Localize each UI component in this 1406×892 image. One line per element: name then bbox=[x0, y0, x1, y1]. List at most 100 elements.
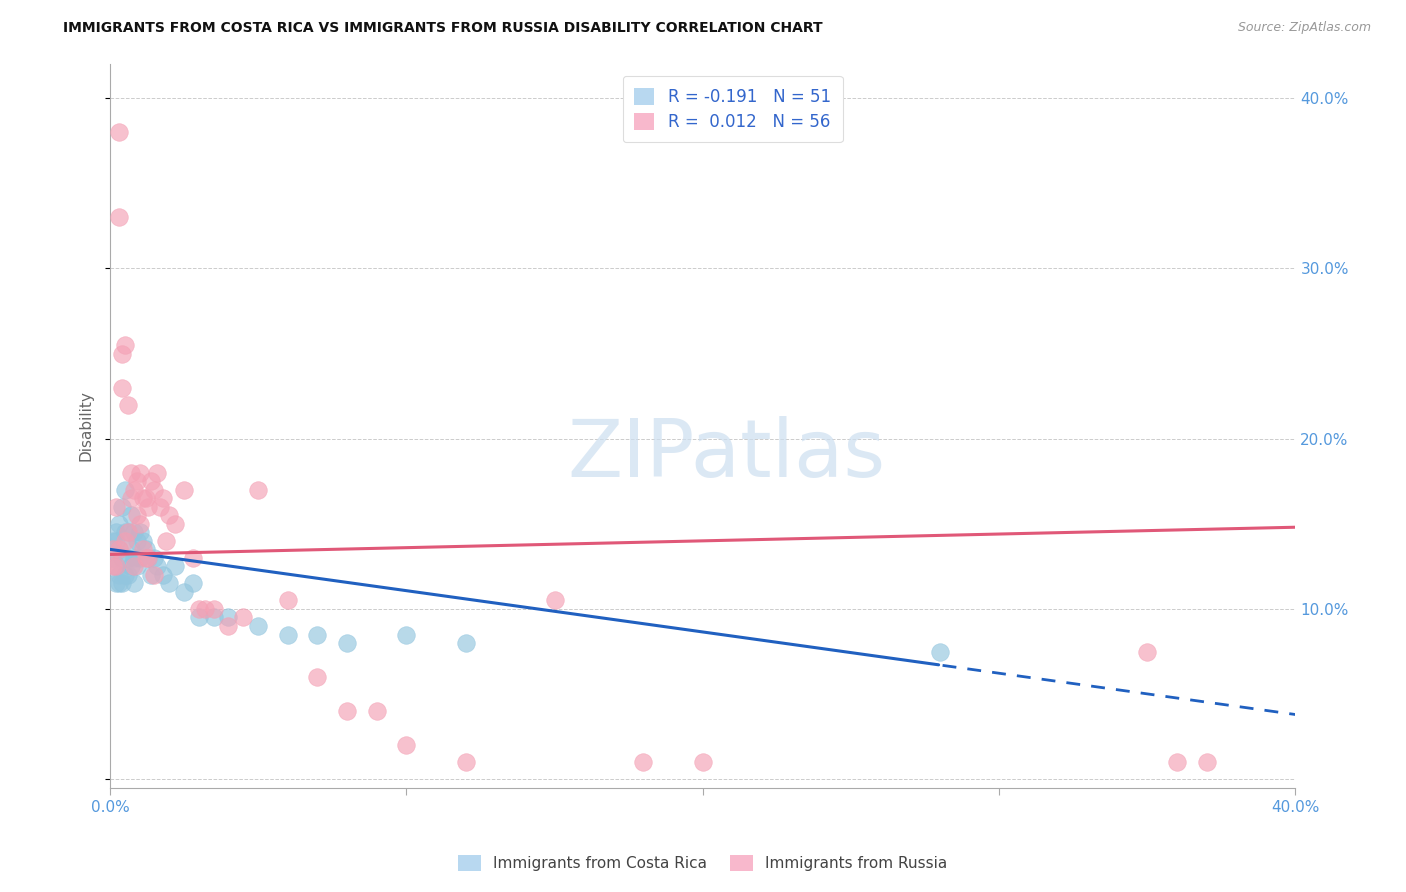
Point bbox=[122, 550, 145, 565]
Point bbox=[202, 610, 225, 624]
Point bbox=[104, 576, 127, 591]
Point bbox=[692, 755, 714, 769]
Point bbox=[307, 627, 329, 641]
Point bbox=[114, 568, 136, 582]
Point bbox=[128, 466, 150, 480]
Point bbox=[128, 550, 150, 565]
Point bbox=[165, 559, 187, 574]
Point bbox=[202, 602, 225, 616]
Point bbox=[165, 516, 187, 531]
Legend: R = -0.191   N = 51, R =  0.012   N = 56: R = -0.191 N = 51, R = 0.012 N = 56 bbox=[623, 76, 842, 143]
Point bbox=[125, 508, 148, 523]
Point bbox=[152, 491, 174, 506]
Point bbox=[122, 483, 145, 497]
Point bbox=[117, 398, 139, 412]
Point bbox=[131, 491, 153, 506]
Point bbox=[101, 550, 124, 565]
Point bbox=[108, 211, 131, 225]
Point bbox=[454, 636, 477, 650]
Point bbox=[125, 533, 148, 548]
Point bbox=[117, 525, 139, 540]
Point bbox=[336, 704, 359, 718]
Point bbox=[117, 568, 139, 582]
Point bbox=[101, 533, 124, 548]
Point bbox=[125, 475, 148, 489]
Text: IMMIGRANTS FROM COSTA RICA VS IMMIGRANTS FROM RUSSIA DISABILITY CORRELATION CHAR: IMMIGRANTS FROM COSTA RICA VS IMMIGRANTS… bbox=[63, 21, 823, 36]
Point bbox=[111, 346, 134, 360]
Point bbox=[122, 576, 145, 591]
Point bbox=[247, 483, 270, 497]
Point bbox=[395, 627, 418, 641]
Point bbox=[149, 500, 172, 514]
Point bbox=[543, 593, 565, 607]
Point bbox=[336, 636, 359, 650]
Point bbox=[633, 755, 655, 769]
Point bbox=[157, 576, 180, 591]
Point bbox=[117, 525, 139, 540]
Point bbox=[111, 576, 134, 591]
Point bbox=[173, 483, 195, 497]
Point bbox=[232, 610, 254, 624]
Point bbox=[114, 533, 136, 548]
Point bbox=[104, 559, 127, 574]
Point bbox=[157, 508, 180, 523]
Point bbox=[146, 466, 169, 480]
Point bbox=[181, 576, 204, 591]
Point bbox=[101, 542, 124, 557]
Point bbox=[108, 125, 131, 139]
Point bbox=[122, 525, 145, 540]
Point bbox=[128, 525, 150, 540]
Text: Source: ZipAtlas.com: Source: ZipAtlas.com bbox=[1237, 21, 1371, 35]
Point bbox=[125, 559, 148, 574]
Point bbox=[307, 670, 329, 684]
Point bbox=[108, 576, 131, 591]
Point bbox=[111, 381, 134, 395]
Point bbox=[114, 483, 136, 497]
Point bbox=[120, 559, 142, 574]
Point bbox=[114, 338, 136, 352]
Point bbox=[194, 602, 217, 616]
Point bbox=[187, 602, 209, 616]
Point bbox=[131, 542, 153, 557]
Point bbox=[104, 533, 127, 548]
Point bbox=[122, 559, 145, 574]
Point bbox=[152, 568, 174, 582]
Point bbox=[101, 542, 124, 557]
Point bbox=[187, 610, 209, 624]
Point bbox=[114, 525, 136, 540]
Point bbox=[104, 559, 127, 574]
Point bbox=[143, 568, 166, 582]
Point bbox=[146, 559, 169, 574]
Point bbox=[141, 475, 163, 489]
Point bbox=[218, 619, 240, 633]
Point bbox=[104, 525, 127, 540]
Point bbox=[395, 738, 418, 752]
Point bbox=[101, 559, 124, 574]
Point bbox=[138, 550, 160, 565]
Point bbox=[134, 550, 156, 565]
Point bbox=[138, 550, 160, 565]
Point bbox=[108, 516, 131, 531]
Point bbox=[111, 550, 134, 565]
Point bbox=[120, 508, 142, 523]
Point bbox=[128, 516, 150, 531]
Point bbox=[1166, 755, 1188, 769]
Point bbox=[143, 550, 166, 565]
Legend: Immigrants from Costa Rica, Immigrants from Russia: Immigrants from Costa Rica, Immigrants f… bbox=[453, 849, 953, 877]
Point bbox=[120, 466, 142, 480]
Point bbox=[454, 755, 477, 769]
Y-axis label: Disability: Disability bbox=[79, 391, 93, 461]
Point bbox=[366, 704, 388, 718]
Point bbox=[928, 644, 950, 658]
Point bbox=[1136, 644, 1159, 658]
Point bbox=[120, 491, 142, 506]
Point bbox=[117, 550, 139, 565]
Text: ZIPatlas: ZIPatlas bbox=[568, 416, 886, 494]
Point bbox=[134, 542, 156, 557]
Point bbox=[277, 627, 299, 641]
Point bbox=[155, 533, 177, 548]
Point bbox=[138, 500, 160, 514]
Point bbox=[1195, 755, 1218, 769]
Point bbox=[120, 542, 142, 557]
Point bbox=[143, 483, 166, 497]
